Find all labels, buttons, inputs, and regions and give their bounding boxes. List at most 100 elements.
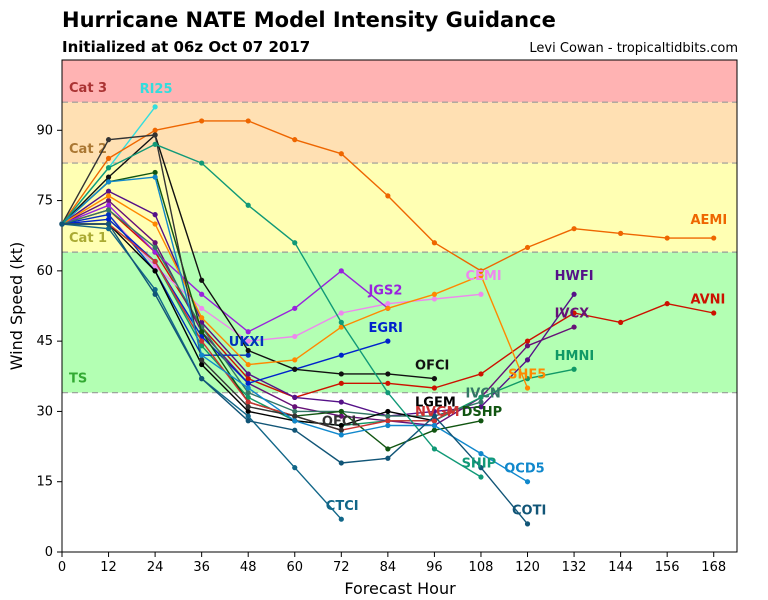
- band-label-cat-2: Cat 2: [69, 142, 107, 157]
- series-point-avni: [431, 385, 438, 391]
- series-point-nvgm: [385, 418, 391, 424]
- series-point-dshp: [152, 169, 158, 176]
- series-point-shf5: [478, 272, 484, 279]
- series-point-shf5: [152, 221, 158, 227]
- series-point-avni: [618, 319, 624, 325]
- series-point-dshp: [478, 418, 484, 424]
- series-point-lgem: [385, 408, 391, 415]
- series-point-ship: [292, 240, 298, 246]
- series-point-ship: [478, 474, 484, 480]
- series-point-hmni: [199, 343, 205, 349]
- series-point-ivcn: [478, 399, 484, 405]
- series-label-ocd5: OCD5: [504, 461, 544, 476]
- series-point-shf5: [524, 385, 531, 391]
- series-point-egri: [245, 380, 251, 386]
- series-point-aemi: [385, 193, 391, 199]
- series-point-coti: [292, 427, 298, 433]
- band-cat-3: [62, 60, 737, 103]
- series-point-aemi: [105, 155, 112, 161]
- series-label-avni: AVNI: [690, 293, 725, 308]
- x-tick-label: 60: [286, 560, 303, 575]
- band-label-cat-1: Cat 1: [69, 231, 107, 246]
- x-tick-label: 144: [608, 560, 633, 575]
- series-point-aemi: [431, 240, 438, 246]
- series-point-shf5: [245, 361, 251, 368]
- series-point-aemi: [618, 230, 624, 236]
- series-point-ocd5: [199, 352, 205, 358]
- series-point-cemi: [199, 305, 205, 311]
- series-point-ship: [245, 202, 251, 208]
- series-point-dshp: [199, 329, 205, 335]
- series-lines: [59, 104, 717, 527]
- series-label-aemi: AEMI: [690, 213, 727, 228]
- series-point-avni: [711, 310, 717, 316]
- series-point-ship: [385, 390, 391, 396]
- series-point-ofci: [245, 347, 251, 354]
- series-point-nvgm: [245, 399, 251, 405]
- series-point-nvgm: [152, 258, 158, 265]
- band-ts: [62, 252, 737, 393]
- series-point-coti: [59, 221, 65, 227]
- series-point-ocd5: [478, 451, 484, 457]
- series-point-shf5: [292, 357, 298, 363]
- series-point-ship: [105, 165, 112, 171]
- x-tick-label: 48: [240, 560, 257, 575]
- series-point-ship: [338, 319, 344, 325]
- series-label-egri: EGRI: [368, 321, 402, 336]
- series-point-shf5: [385, 305, 391, 311]
- series-point-hwfi: [105, 188, 112, 194]
- series-label-ofci: OFCI: [415, 358, 449, 373]
- x-tick-label: 168: [701, 560, 726, 575]
- series-point-ofci: [431, 376, 438, 382]
- series-point-ivcx: [571, 324, 577, 330]
- axes: 0 12 24 36 48 60 72 84 96 108 120 132 144 156 168 0 15 30…: [36, 59, 738, 575]
- series-point-hwfi: [478, 404, 484, 410]
- x-tick-label: 108: [469, 560, 494, 575]
- series-point-lgem: [152, 268, 158, 274]
- x-tick-label: 96: [426, 560, 443, 575]
- series-label-ri25: RI25: [140, 82, 173, 97]
- series-point-aemi: [152, 127, 158, 133]
- y-axis-label: Wind Speed (kt): [7, 242, 26, 371]
- series-point-ivcx: [338, 413, 344, 419]
- x-axis-label: Forecast Hour: [344, 579, 456, 598]
- series-point-avni: [385, 380, 391, 386]
- y-tick-label: 15: [36, 475, 53, 490]
- series-line-ship: [61, 143, 482, 478]
- x-tick-label: 84: [380, 560, 397, 575]
- series-point-ocd5: [524, 479, 531, 485]
- series-point-ivcn: [292, 408, 298, 415]
- series-point-lgem: [338, 422, 344, 429]
- series-point-ocd5: [152, 174, 158, 180]
- series-point-hwfi: [524, 357, 531, 363]
- series-point-ofci: [105, 174, 112, 180]
- series-point-avni: [571, 310, 577, 316]
- series-point-nvgm: [447, 408, 453, 415]
- series-point-cemi: [292, 333, 298, 340]
- series-point-ofci: [338, 371, 344, 377]
- series-point-coti: [431, 413, 438, 419]
- series-label-ofcl: OFCL: [322, 414, 360, 429]
- series-point-lgem: [245, 408, 251, 415]
- y-tick-label: 75: [36, 194, 53, 209]
- series-point-aemi: [292, 137, 298, 143]
- series-label-hwfi: HWFI: [555, 269, 594, 284]
- series-point-ukxi: [105, 212, 112, 218]
- series-point-cemi: [431, 296, 438, 302]
- plot-frame: [61, 59, 738, 553]
- series-point-dshp: [431, 427, 438, 433]
- category-bands: TS Cat 1 Cat 2 Cat 3: [62, 60, 737, 394]
- series-point-hmni: [245, 394, 251, 400]
- y-tick-label: 30: [36, 404, 53, 419]
- series-point-coti: [152, 291, 158, 297]
- series-point-ocd5: [431, 422, 438, 429]
- band-label-ts: TS: [69, 372, 87, 387]
- series-point-aemi: [478, 268, 484, 274]
- series-point-hmni: [524, 376, 531, 382]
- series-point-ivcx: [152, 240, 158, 246]
- series-point-aemi: [199, 118, 205, 124]
- chart-credit: Levi Cowan - tropicaltidbits.com: [529, 41, 738, 56]
- series-point-hwfi: [245, 371, 251, 377]
- series-line-hwfi: [61, 190, 575, 417]
